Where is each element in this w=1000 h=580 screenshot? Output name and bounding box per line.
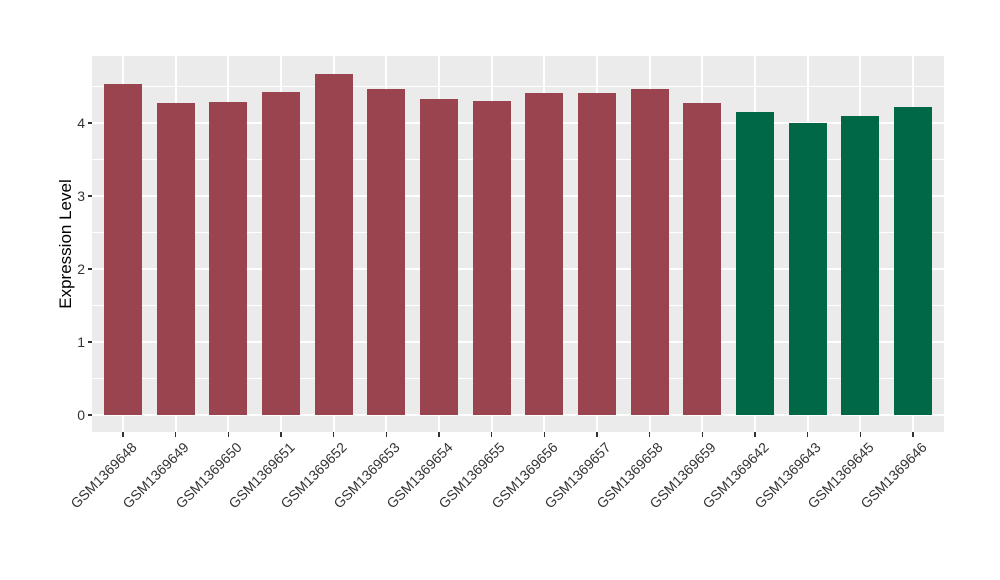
gridline-major-horizontal [92,341,944,343]
x-tick-mark [543,432,546,437]
y-tick-mark [87,122,92,124]
x-tick-mark [806,432,809,437]
x-tick-mark [912,432,914,437]
x-tick-mark [227,432,230,437]
x-tick-mark [332,432,335,437]
bar [472,101,511,415]
bar [262,92,300,415]
x-tick-mark [490,432,493,437]
gridline-major-horizontal [92,122,944,124]
x-tick-mark [648,432,651,437]
x-tick-mark [754,432,756,437]
gridline-minor-horizontal [92,377,944,380]
bar [683,102,722,415]
bar [894,106,932,415]
bar [209,101,248,415]
bar [525,93,564,415]
y-tick-label: 4 [77,115,85,131]
x-tick-mark [596,432,598,437]
y-tick-label: 2 [77,261,85,277]
gridline-minor-horizontal [92,158,944,161]
x-tick-mark [385,432,388,437]
bar [156,103,195,415]
y-tick-label: 3 [77,188,85,204]
gridline-minor-horizontal [92,85,944,88]
x-tick-mark [280,432,282,437]
x-tick-mark [701,432,704,437]
y-tick-mark [87,414,92,416]
gridline-major-horizontal [92,414,944,416]
x-tick-mark [122,432,124,437]
gridline-major-horizontal [92,195,944,197]
y-tick-mark [87,341,92,343]
bar [104,84,142,415]
bar [630,89,669,415]
gridline-minor-horizontal [92,231,944,234]
gridline-major-horizontal [92,268,944,270]
bar [788,123,827,415]
bar [314,74,353,415]
y-tick-label: 0 [77,407,85,423]
y-tick-mark [87,195,92,197]
bar [420,98,458,415]
bar [578,93,616,415]
x-tick-mark [174,432,177,437]
x-tick-mark [438,432,440,437]
y-tick-mark [87,268,92,270]
bar [841,115,880,415]
x-tick-mark [859,432,862,437]
bar [367,89,406,415]
plot-panel [92,56,944,432]
gridline-minor-horizontal [92,304,944,307]
bar [736,112,774,415]
y-tick-label: 1 [77,334,85,350]
